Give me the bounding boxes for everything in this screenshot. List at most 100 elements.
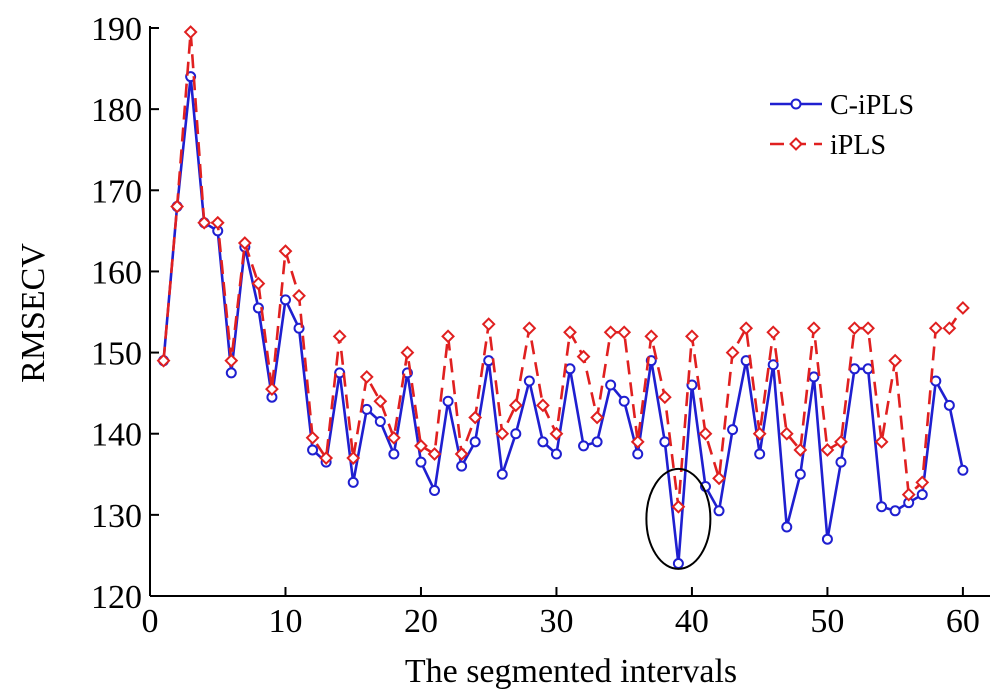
data-point [821,533,833,545]
data-point [237,236,252,250]
data-point [847,321,862,336]
data-point [224,353,239,368]
data-point [915,475,930,490]
data-point [481,317,496,332]
legend-marker [789,137,803,151]
data-point [278,244,293,259]
data-point [727,424,739,436]
data-point [752,426,767,441]
data-point [535,398,550,413]
data-point [767,359,779,371]
axes: 120 130 140 150 160 170 180 190 0 10 20 30 40 50 60 [91,11,990,640]
data-point [632,448,644,460]
data-point [386,430,401,445]
data-point [578,440,590,452]
data-point [820,443,835,457]
data-point [876,501,888,513]
data-point [429,485,441,497]
data-point [943,399,955,411]
data-point [373,394,388,409]
data-point [888,353,903,368]
data-point [794,468,806,480]
data-point [754,448,766,460]
data-point [427,447,442,461]
data-point [739,321,754,336]
data-point [957,464,969,476]
data-point [766,325,781,340]
data-point [197,215,212,230]
y-tick-label: 120 [91,579,142,616]
y-tick-label: 130 [91,498,142,535]
data-point [671,499,686,514]
series-c-ipls [158,71,969,570]
data-point [808,371,820,383]
y-tick-label: 160 [91,254,142,291]
data-point [400,345,415,360]
data-point [928,321,943,336]
data-point [686,379,698,391]
data-point [388,448,400,460]
data-point [292,288,306,303]
x-tick-label: 20 [404,603,438,640]
data-point [441,329,455,344]
data-point [889,505,901,517]
data-point [469,436,481,448]
data-point [454,447,469,461]
data-point [483,355,495,367]
data-point [793,443,808,457]
data-point [319,451,334,465]
x-tick-label: 30 [539,603,573,640]
legend-marker [790,98,802,110]
data-point [698,426,713,441]
data-point [659,436,671,448]
data-point [563,325,577,340]
data-point [644,329,659,344]
data-point [806,321,821,336]
data-point [861,321,875,336]
data-point [279,294,291,306]
data-point [537,436,549,448]
data-point [942,321,957,336]
highlight-ellipse [645,467,712,570]
data-point [210,215,225,230]
data-point [183,25,198,39]
x-tick-label: 0 [142,603,159,640]
series-layer [156,25,970,570]
data-point [657,390,672,405]
data-point [603,325,618,340]
y-tick-label: 150 [91,336,142,373]
data-point [415,456,427,468]
x-tick-label: 40 [675,603,709,640]
series-ipls [156,25,970,514]
data-point [156,353,171,368]
data-point [523,375,535,387]
data-point [225,367,237,379]
data-point [955,301,970,315]
data-point [307,444,319,456]
data-point [712,471,726,486]
data-point [916,489,928,501]
data-point [442,395,454,407]
data-point [374,416,386,428]
data-point [591,436,603,448]
data-point [456,460,468,472]
data-point [576,349,591,364]
data-point [496,468,508,480]
y-tick-label: 140 [91,417,142,454]
data-point [414,438,428,453]
x-tick-label: 50 [810,603,844,640]
legend-entry: C-iPLS [770,90,914,121]
data-point [834,434,848,449]
data-point [713,505,725,517]
data-point [849,363,861,375]
data-point [265,382,279,396]
y-axis-title: RMSECV [15,243,52,383]
data-point [618,395,630,407]
data-point [672,558,684,570]
data-point [361,403,373,415]
x-tick-label: 60 [946,603,980,640]
y-tick-label: 170 [91,173,142,210]
data-point [510,428,522,440]
data-point [468,410,483,425]
